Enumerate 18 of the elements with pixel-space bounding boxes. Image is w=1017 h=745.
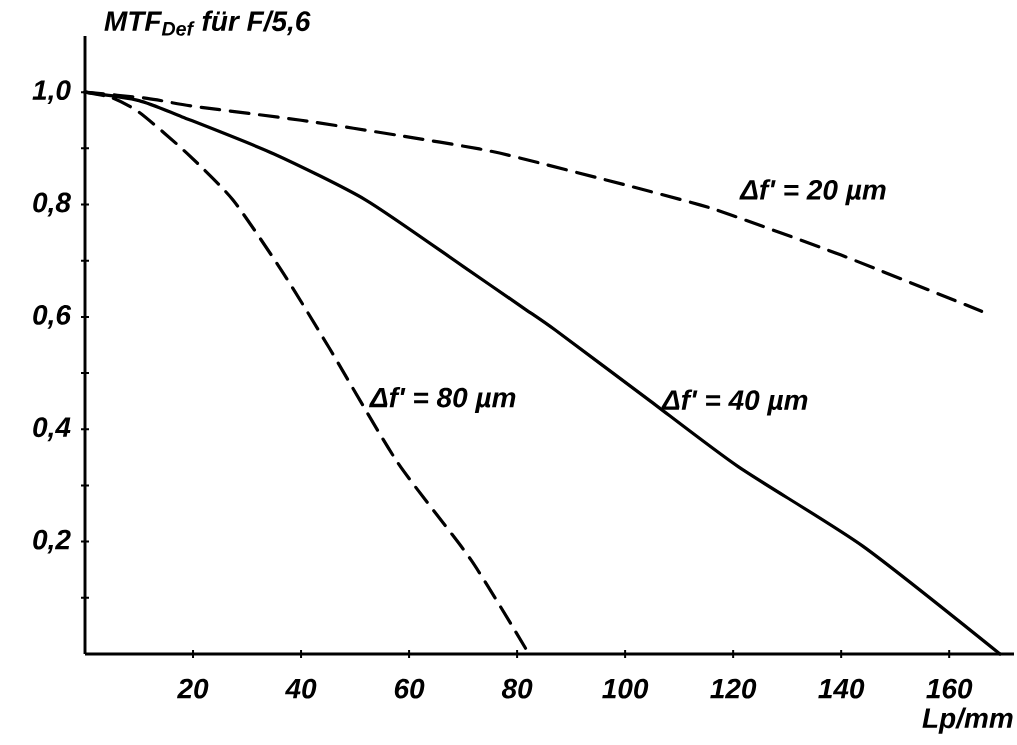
- series-label: Δf' = 80 µm: [369, 386, 516, 414]
- x-tick-label: 20: [177, 678, 209, 699]
- x-tick-label: 60: [394, 678, 425, 699]
- y-tick-label: 0,8: [33, 192, 71, 217]
- x-tick-label: 160: [926, 678, 973, 699]
- y-tick-label: 0,6: [33, 304, 72, 329]
- x-tick-label: 40: [285, 678, 317, 699]
- y-axis-title: MTF$_{Def}$ für F/5,6: [104, 10, 311, 36]
- y-tick-label: 0,2: [33, 529, 71, 554]
- series-label: Δf' = 40 µm: [661, 389, 808, 416]
- x-tick-label: 120: [710, 678, 757, 699]
- x-tick-label: 100: [602, 678, 649, 699]
- y-tick-label: 1,0: [32, 80, 71, 105]
- x-tick-label: 80: [501, 678, 533, 699]
- series-label: Δf' = 20 µm: [739, 179, 886, 206]
- x-axis-title: Lp/mm: [922, 707, 1013, 734]
- x-tick-label: 140: [818, 678, 865, 699]
- y-tick-label: 0,4: [33, 417, 71, 442]
